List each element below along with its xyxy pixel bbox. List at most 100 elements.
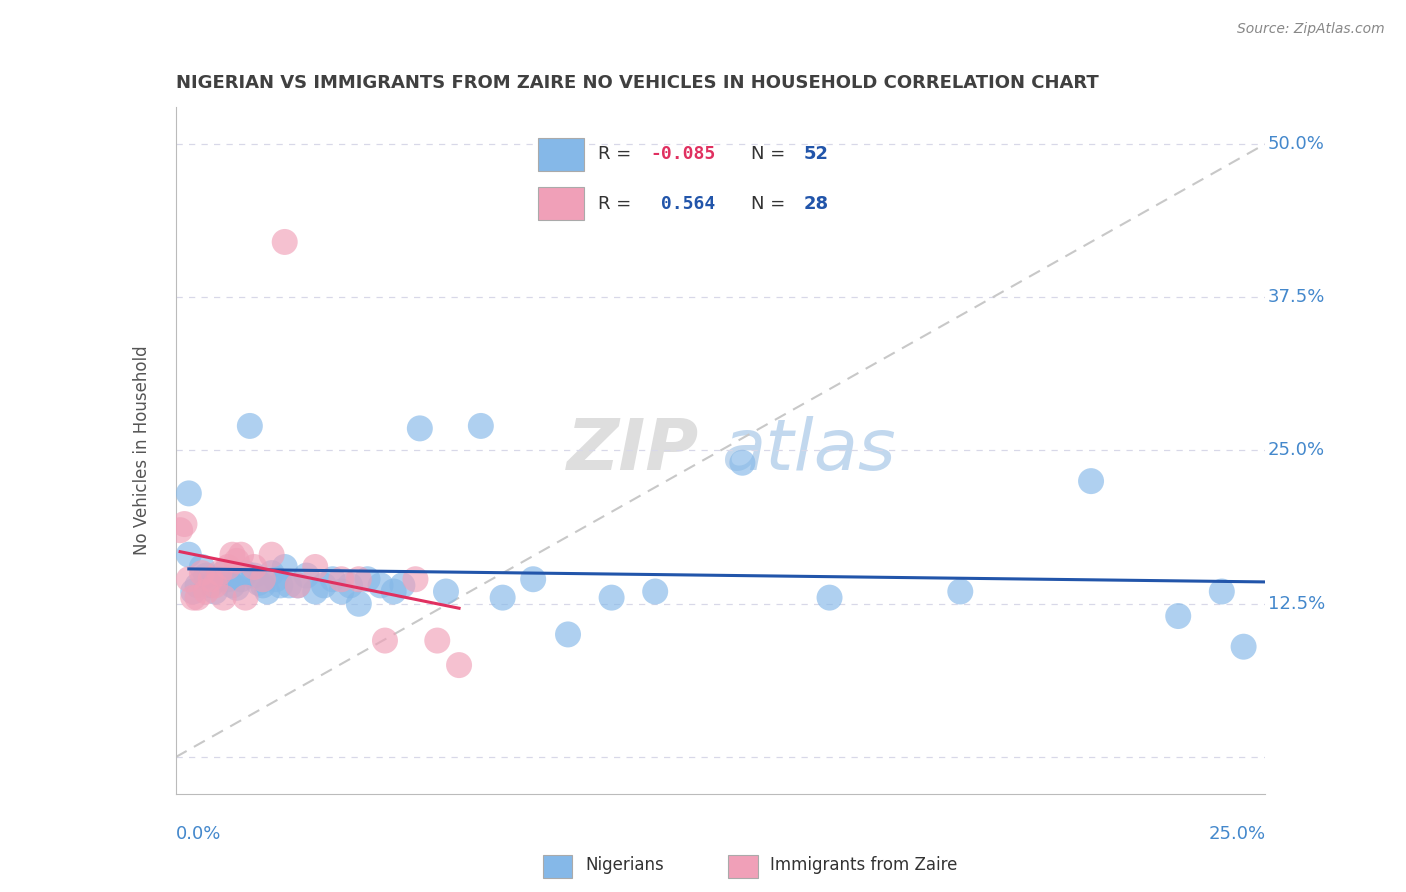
Point	[208, 566, 231, 581]
Point	[330, 584, 353, 599]
Point	[339, 578, 361, 592]
FancyBboxPatch shape	[728, 855, 758, 878]
Point	[195, 584, 218, 599]
Point	[1080, 474, 1102, 488]
FancyBboxPatch shape	[543, 855, 572, 878]
Point	[260, 548, 283, 562]
Point	[181, 584, 204, 599]
Point	[557, 627, 579, 641]
Point	[221, 548, 243, 562]
Point	[287, 578, 309, 592]
Point	[492, 591, 515, 605]
Point	[330, 572, 353, 586]
Point	[217, 572, 239, 586]
Point	[177, 548, 200, 562]
Point	[322, 572, 344, 586]
Point	[374, 633, 396, 648]
Point	[382, 584, 405, 599]
Text: 52: 52	[803, 145, 828, 163]
Point	[191, 566, 214, 581]
Point	[405, 572, 427, 586]
Text: R =: R =	[598, 145, 637, 163]
Point	[177, 486, 200, 500]
Point	[252, 572, 274, 586]
Point	[600, 591, 623, 605]
Point	[212, 591, 235, 605]
Point	[186, 591, 209, 605]
Point	[186, 578, 209, 592]
Text: N =: N =	[751, 145, 792, 163]
Point	[312, 578, 335, 592]
Point	[204, 578, 226, 592]
Point	[356, 572, 378, 586]
Point	[243, 568, 266, 582]
Point	[235, 591, 257, 605]
Text: Nigerians: Nigerians	[585, 856, 664, 874]
Point	[177, 572, 200, 586]
Point	[247, 576, 270, 591]
Point	[260, 566, 283, 581]
Point	[304, 584, 326, 599]
Text: 37.5%: 37.5%	[1268, 288, 1324, 306]
Point	[278, 578, 301, 592]
Point	[243, 560, 266, 574]
Point	[200, 578, 222, 592]
FancyBboxPatch shape	[538, 187, 583, 220]
Text: Immigrants from Zaire: Immigrants from Zaire	[770, 856, 957, 874]
Point	[1232, 640, 1256, 654]
Point	[391, 578, 413, 592]
Point	[304, 560, 326, 574]
Point	[181, 591, 204, 605]
Point	[409, 421, 432, 435]
Point	[731, 456, 754, 470]
Point	[347, 572, 370, 586]
Point	[191, 560, 214, 574]
Text: 28: 28	[803, 194, 828, 213]
Text: NIGERIAN VS IMMIGRANTS FROM ZAIRE NO VEHICLES IN HOUSEHOLD CORRELATION CHART: NIGERIAN VS IMMIGRANTS FROM ZAIRE NO VEH…	[176, 74, 1098, 92]
Point	[287, 578, 309, 592]
Point	[447, 658, 470, 673]
Point	[169, 523, 191, 537]
Point	[235, 566, 257, 581]
Point	[231, 548, 253, 562]
Text: 25.0%: 25.0%	[1268, 442, 1324, 459]
Text: 0.0%: 0.0%	[176, 824, 221, 843]
Text: ZIP: ZIP	[567, 416, 699, 485]
Point	[274, 560, 297, 574]
Text: 12.5%: 12.5%	[1268, 595, 1324, 613]
FancyBboxPatch shape	[538, 138, 583, 171]
Text: 50.0%: 50.0%	[1268, 135, 1324, 153]
Point	[252, 578, 274, 592]
Point	[217, 560, 239, 574]
Point	[1211, 584, 1233, 599]
Point	[256, 584, 278, 599]
Point	[274, 235, 297, 249]
Point	[426, 633, 449, 648]
Point	[195, 568, 218, 582]
Point	[212, 566, 235, 581]
Point	[1167, 609, 1189, 624]
Text: 25.0%: 25.0%	[1208, 824, 1265, 843]
Point	[239, 418, 262, 433]
Text: R =: R =	[598, 194, 637, 213]
Point	[225, 554, 247, 568]
Point	[173, 517, 195, 532]
Point	[295, 568, 318, 582]
Y-axis label: No Vehicles in Household: No Vehicles in Household	[134, 345, 152, 556]
Point	[434, 584, 457, 599]
Point	[818, 591, 841, 605]
Point	[644, 584, 666, 599]
Point	[470, 418, 492, 433]
Point	[208, 572, 231, 586]
Point	[522, 572, 544, 586]
Point	[231, 572, 253, 586]
Point	[269, 578, 291, 592]
Point	[264, 572, 287, 586]
Text: Source: ZipAtlas.com: Source: ZipAtlas.com	[1237, 22, 1385, 37]
Point	[221, 578, 243, 592]
Text: 0.564: 0.564	[650, 194, 716, 213]
Point	[225, 581, 247, 595]
Text: atlas: atlas	[721, 416, 896, 485]
Point	[204, 584, 226, 599]
Text: -0.085: -0.085	[650, 145, 716, 163]
